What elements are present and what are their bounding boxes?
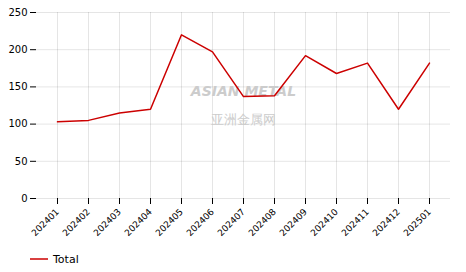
svg-text:202405: 202405 xyxy=(154,207,185,238)
svg-text:202402: 202402 xyxy=(61,207,92,238)
svg-text:202409: 202409 xyxy=(278,207,310,239)
svg-text:150: 150 xyxy=(8,81,27,92)
svg-text:0: 0 xyxy=(21,193,27,204)
svg-text:202410: 202410 xyxy=(309,207,341,239)
svg-text:200: 200 xyxy=(8,44,27,55)
svg-text:亚洲金属网: 亚洲金属网 xyxy=(211,112,276,127)
html-text:Total: Total xyxy=(53,252,79,266)
svg-text:202406: 202406 xyxy=(185,207,217,239)
svg-text:100: 100 xyxy=(8,118,27,129)
svg-text:50: 50 xyxy=(15,156,28,167)
svg-text:202408: 202408 xyxy=(247,207,279,239)
svg-text:202401: 202401 xyxy=(30,207,61,238)
svg-text:202411: 202411 xyxy=(340,207,371,238)
svg-text:202403: 202403 xyxy=(92,207,123,238)
svg-text:202412: 202412 xyxy=(371,207,402,238)
svg-text:202407: 202407 xyxy=(216,207,247,238)
svg-text:202404: 202404 xyxy=(123,207,155,239)
svg-text:250: 250 xyxy=(8,7,27,18)
svg-text:202501: 202501 xyxy=(402,207,433,238)
svg-text:ASIAN METAL: ASIAN METAL xyxy=(190,83,297,99)
